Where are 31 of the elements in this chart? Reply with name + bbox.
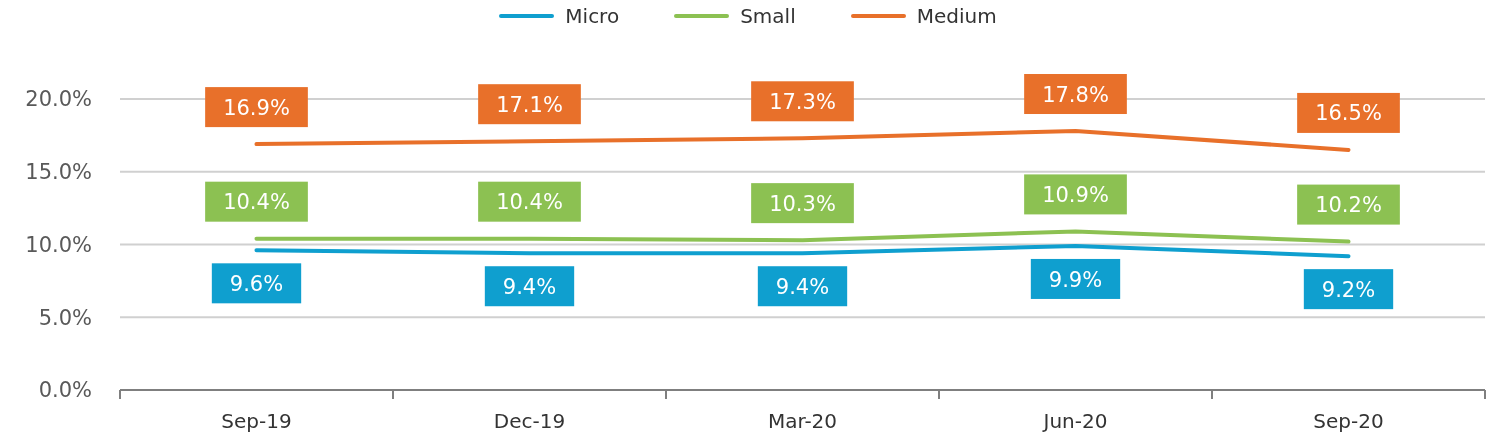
legend-label: Small bbox=[740, 4, 796, 28]
x-tick-label: Mar-20 bbox=[767, 409, 838, 433]
line-series bbox=[254, 243, 1351, 259]
data-label: 9.9% bbox=[1048, 267, 1103, 292]
data-label: 17.1% bbox=[496, 92, 563, 117]
data-label: 17.8% bbox=[1042, 82, 1109, 107]
data-label: 16.5% bbox=[1315, 101, 1382, 126]
data-label: 9.6% bbox=[229, 271, 284, 296]
data-label: 16.9% bbox=[223, 95, 290, 120]
data-label: 10.4% bbox=[223, 190, 290, 215]
data-label: 17.3% bbox=[769, 89, 836, 114]
data-label: 10.2% bbox=[1315, 193, 1382, 218]
data-label: 10.4% bbox=[496, 190, 563, 215]
data-label: 10.3% bbox=[769, 191, 836, 216]
legend-label: Medium bbox=[916, 4, 997, 28]
data-label: 9.4% bbox=[502, 274, 557, 299]
y-tick-label: 0.0% bbox=[38, 378, 92, 403]
x-tick-label: Sep-20 bbox=[1313, 409, 1384, 433]
legend-label: Micro bbox=[565, 4, 620, 28]
data-label: 9.4% bbox=[775, 274, 830, 299]
data-label: 10.9% bbox=[1042, 182, 1109, 207]
y-tick-label: 20.0% bbox=[25, 87, 92, 112]
x-tick-label: Sep-19 bbox=[221, 409, 292, 433]
data-label: 9.2% bbox=[1321, 277, 1376, 302]
line-series bbox=[254, 229, 1351, 244]
line-series bbox=[254, 129, 1351, 152]
x-tick-label: Jun-20 bbox=[1041, 409, 1108, 433]
y-tick-label: 5.0% bbox=[38, 305, 92, 330]
y-tick-label: 15.0% bbox=[25, 160, 92, 185]
y-tick-label: 10.0% bbox=[25, 232, 92, 257]
x-tick-label: Dec-19 bbox=[493, 409, 566, 433]
